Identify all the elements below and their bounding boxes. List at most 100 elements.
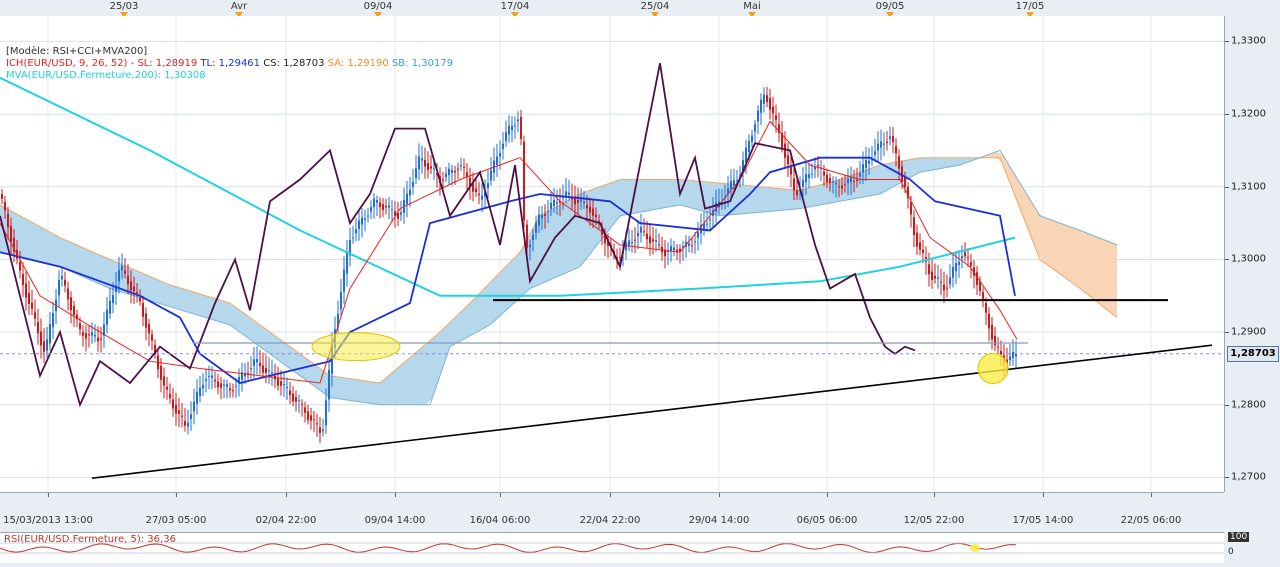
ichimoku-cloud-segment: [306, 358, 312, 385]
ichimoku-cloud-segment: [48, 231, 54, 266]
legend-sa: SA: 1,29190: [327, 58, 389, 69]
chart-canvas[interactable]: [0, 16, 1224, 492]
candle-body: [640, 227, 642, 233]
candle-body: [976, 272, 978, 285]
event-marker-icon[interactable]: [748, 12, 756, 18]
candle-body: [148, 323, 150, 334]
candle-body: [772, 106, 774, 114]
candle-body: [829, 178, 831, 184]
candle-body: [43, 341, 45, 352]
candle-body: [343, 269, 345, 292]
ichimoku-cloud-segment: [540, 212, 546, 285]
ichimoku-cloud-segment: [624, 179, 630, 216]
candle-body: [199, 387, 201, 397]
event-marker-icon[interactable]: [1026, 12, 1034, 18]
ichimoku-cloud-segment: [378, 379, 384, 405]
x-tick-label: 09/04 14:00: [364, 515, 426, 526]
candle-body: [28, 293, 30, 304]
price-axis[interactable]: 1,28703 1,3300 1,3200 1,3100 1,3000 1,2900 1,…: [1224, 16, 1280, 492]
ichimoku-cloud-segment: [1104, 239, 1110, 313]
event-marker-icon[interactable]: [511, 12, 519, 18]
candle-body: [769, 98, 771, 110]
candle-body: [166, 386, 168, 390]
ichimoku-cloud-segment: [408, 354, 414, 405]
candle-body: [169, 393, 171, 399]
ichimoku-cloud-segment: [1032, 202, 1038, 255]
candle-body: [463, 166, 465, 168]
candle-body: [703, 223, 705, 229]
candle-body: [196, 391, 198, 404]
candle-body: [1012, 352, 1014, 359]
candle-body: [895, 146, 897, 154]
chart-legend: [Modèle: RSI+CCI+MVA200] ICH(EUR/USD, 9,…: [6, 46, 453, 82]
candle-body: [943, 284, 945, 291]
candle-body: [307, 411, 309, 420]
event-marker-icon[interactable]: [651, 12, 659, 18]
candle-body: [184, 421, 186, 426]
candle-body: [313, 419, 315, 421]
senkou-span-b-line: [0, 149, 1118, 406]
top-date-label: 25/03: [109, 1, 139, 12]
x-tick-label: 22/04 22:00: [579, 515, 641, 526]
candle-body: [991, 324, 993, 340]
candle-body: [853, 180, 855, 182]
rsi-panel[interactable]: RSI(EUR/USD.Fermeture, 5): 36,36: [0, 532, 1224, 563]
ichimoku-cloud-segment: [654, 179, 660, 210]
ichimoku-cloud-segment: [366, 380, 372, 404]
y-tick-mark: [1225, 259, 1229, 261]
ichimoku-cloud-segment: [1068, 226, 1074, 285]
candle-body: [553, 199, 555, 207]
ichimoku-cloud-segment: [348, 378, 354, 402]
candle-body: [865, 160, 867, 168]
candle-body: [547, 210, 549, 212]
candle-body: [106, 309, 108, 325]
ichimoku-cloud-segment: [456, 310, 462, 344]
candle-body: [715, 202, 717, 212]
candle-body: [763, 94, 765, 104]
candle-body: [802, 179, 804, 187]
date-axis[interactable]: 15/03/2013 13:00 27/03 05:00 02/04 22:00 09…: [0, 492, 1224, 533]
candle-body: [247, 372, 249, 374]
candle-body: [583, 201, 585, 204]
y-tick-mark: [1225, 332, 1229, 334]
candle-body: [544, 214, 546, 216]
candle-body: [280, 381, 282, 386]
candle-body: [388, 205, 390, 208]
candle-body: [400, 212, 402, 215]
candle-body: [478, 194, 480, 196]
candle-body: [874, 151, 876, 155]
ichimoku-cloud-segment: [36, 224, 42, 263]
top-date-label: 09/04: [363, 1, 393, 12]
candle-body: [358, 220, 360, 229]
candle-body: [85, 333, 87, 339]
candle-body: [130, 281, 132, 291]
candle-body: [541, 214, 543, 219]
x-tick-label: 15/03/2013 13:00: [3, 515, 93, 526]
ichimoku-cloud-segment: [462, 304, 468, 341]
ichimoku-cloud-segment: [762, 186, 768, 213]
ichimoku-cloud-segment: [150, 276, 156, 303]
candle-body: [667, 250, 669, 253]
candle-body: [781, 133, 783, 148]
candle-body: [118, 269, 120, 282]
ichimoku-cloud-segment: [330, 375, 336, 399]
candle-body: [433, 168, 435, 170]
ichimoku-cloud-segment: [1080, 230, 1086, 294]
ichimoku-cloud-segment: [1002, 153, 1008, 179]
candle-body: [517, 119, 519, 122]
candle-body: [238, 377, 240, 384]
x-tick-label: 06/05 06:00: [796, 515, 858, 526]
price-chart[interactable]: [Modèle: RSI+CCI+MVA200] ICH(EUR/USD, 9,…: [0, 16, 1224, 492]
candle-body: [550, 203, 552, 209]
event-marker-icon[interactable]: [120, 12, 128, 18]
ichimoku-cloud-segment: [558, 202, 564, 277]
event-marker-icon[interactable]: [374, 12, 382, 18]
candle-body: [202, 384, 204, 389]
ichimoku-cloud-segment: [930, 157, 936, 171]
candle-body: [454, 170, 456, 173]
event-marker-icon[interactable]: [886, 12, 894, 18]
event-marker-icon[interactable]: [235, 12, 243, 18]
candle-body: [364, 218, 366, 221]
candle-body: [883, 143, 885, 145]
trend-line: [91, 344, 1213, 479]
